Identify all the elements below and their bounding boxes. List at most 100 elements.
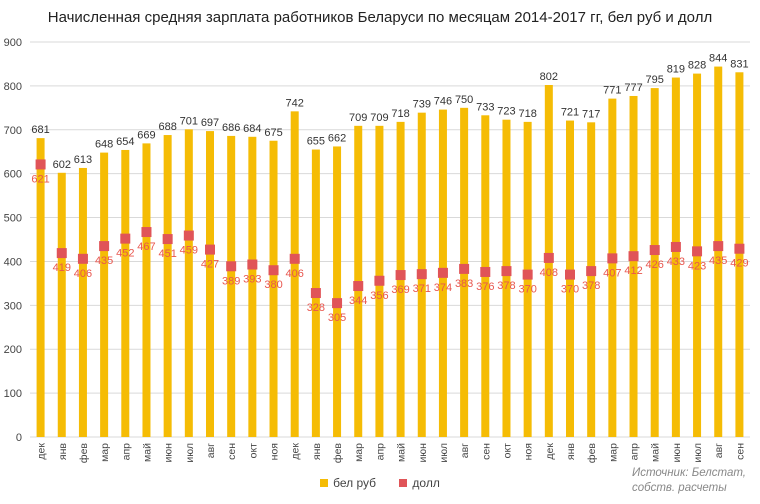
marker-value-label: 393 (243, 274, 261, 286)
marker-value-label: 467 (137, 241, 155, 253)
marker-value-label: 433 (667, 256, 685, 268)
bar (735, 72, 744, 438)
marker (437, 267, 448, 278)
source-line-2: собств. расчеты (631, 482, 727, 494)
bar-value-label: 697 (201, 117, 219, 129)
marker (522, 269, 533, 280)
marker (162, 234, 173, 245)
bar (333, 146, 342, 437)
bar (142, 143, 151, 437)
bar-value-label: 828 (688, 60, 706, 72)
bar-value-label: 688 (158, 121, 176, 133)
legend-swatch-marker (399, 479, 408, 487)
marker-value-label: 459 (180, 245, 198, 257)
x-tick-label: фев (586, 443, 598, 463)
x-tick-label: апр (120, 443, 132, 461)
x-tick-label: мар (607, 443, 619, 462)
legend-label-marker: долл (412, 476, 440, 490)
bar-value-label: 771 (603, 85, 621, 97)
marker-value-label: 380 (264, 279, 282, 291)
marker-value-label: 378 (497, 280, 515, 292)
marker-value-label: 356 (370, 290, 388, 302)
x-tick-label: мар (99, 443, 111, 462)
x-tick-label: янв (311, 443, 323, 460)
bar-value-label: 681 (31, 124, 49, 136)
x-tick-label: ноя (523, 443, 535, 460)
marker (289, 253, 300, 264)
x-tick-label: июл (184, 443, 196, 463)
marker (77, 253, 88, 264)
bar (100, 152, 109, 437)
marker (374, 275, 385, 286)
bar (650, 88, 659, 437)
x-tick-label: июл (692, 443, 704, 463)
marker (480, 266, 491, 277)
bar (227, 135, 236, 437)
bar (629, 95, 638, 437)
marker (586, 266, 597, 277)
marker-value-label: 344 (349, 295, 367, 307)
bar (502, 119, 511, 437)
bar (248, 136, 257, 438)
bar-value-label: 662 (328, 132, 346, 144)
bar-value-label: 655 (307, 136, 325, 148)
marker-value-label: 370 (561, 284, 579, 296)
bar-value-label: 648 (95, 139, 113, 151)
marker (395, 270, 406, 281)
marker-value-label: 408 (540, 267, 558, 279)
marker (99, 241, 110, 252)
marker-value-label: 426 (646, 259, 664, 271)
x-tick-label: сен (226, 443, 238, 460)
x-tick-label: окт (501, 443, 513, 459)
marker (353, 281, 364, 292)
y-tick-label: 0 (16, 432, 22, 444)
bar (78, 167, 87, 437)
marker (565, 269, 575, 280)
marker (226, 261, 237, 272)
y-tick-label: 800 (4, 81, 22, 93)
x-tick-label: сен (734, 443, 746, 460)
marker-value-label: 369 (391, 284, 409, 296)
bar (608, 98, 617, 437)
bar-value-label: 701 (180, 115, 198, 127)
y-tick-label: 200 (4, 344, 22, 356)
marker-value-label: 435 (709, 255, 727, 267)
marker-value-label: 374 (434, 282, 452, 294)
y-tick-label: 300 (4, 300, 22, 312)
x-tick-label: дек (36, 443, 48, 460)
bar-value-label: 750 (455, 94, 473, 106)
marker-value-label: 621 (31, 173, 49, 185)
bar-value-label: 802 (540, 71, 558, 83)
marker-value-label: 451 (158, 248, 176, 260)
bar-value-label: 669 (137, 129, 155, 141)
bar-value-label: 718 (391, 108, 409, 120)
bar-value-label: 795 (646, 74, 664, 86)
marker (268, 265, 279, 276)
x-tick-label: янв (57, 443, 69, 460)
marker-value-label: 371 (413, 283, 431, 295)
x-tick-label: фев (78, 443, 90, 463)
marker (459, 263, 470, 274)
source-line-1: Источник: Белстат, (631, 467, 746, 479)
marker-value-label: 427 (201, 259, 219, 271)
y-tick-label: 900 (4, 37, 22, 49)
bar-value-label: 717 (582, 108, 600, 120)
bar-value-label: 746 (434, 96, 452, 108)
marker (120, 233, 131, 244)
bar-value-label: 742 (286, 97, 304, 109)
legend-item-bar: бел руб (320, 476, 376, 490)
x-tick-label: янв (565, 443, 577, 460)
marker (692, 246, 703, 257)
marker (56, 248, 67, 259)
marker-value-label: 412 (624, 265, 642, 277)
x-tick-label: мар (353, 443, 365, 462)
marker-value-label: 383 (455, 278, 473, 290)
bar-value-label: 733 (476, 101, 494, 113)
x-tick-label: авг (459, 443, 471, 458)
bar (587, 122, 596, 438)
x-tick-label: май (650, 443, 662, 462)
x-tick-label: окт (247, 443, 259, 459)
